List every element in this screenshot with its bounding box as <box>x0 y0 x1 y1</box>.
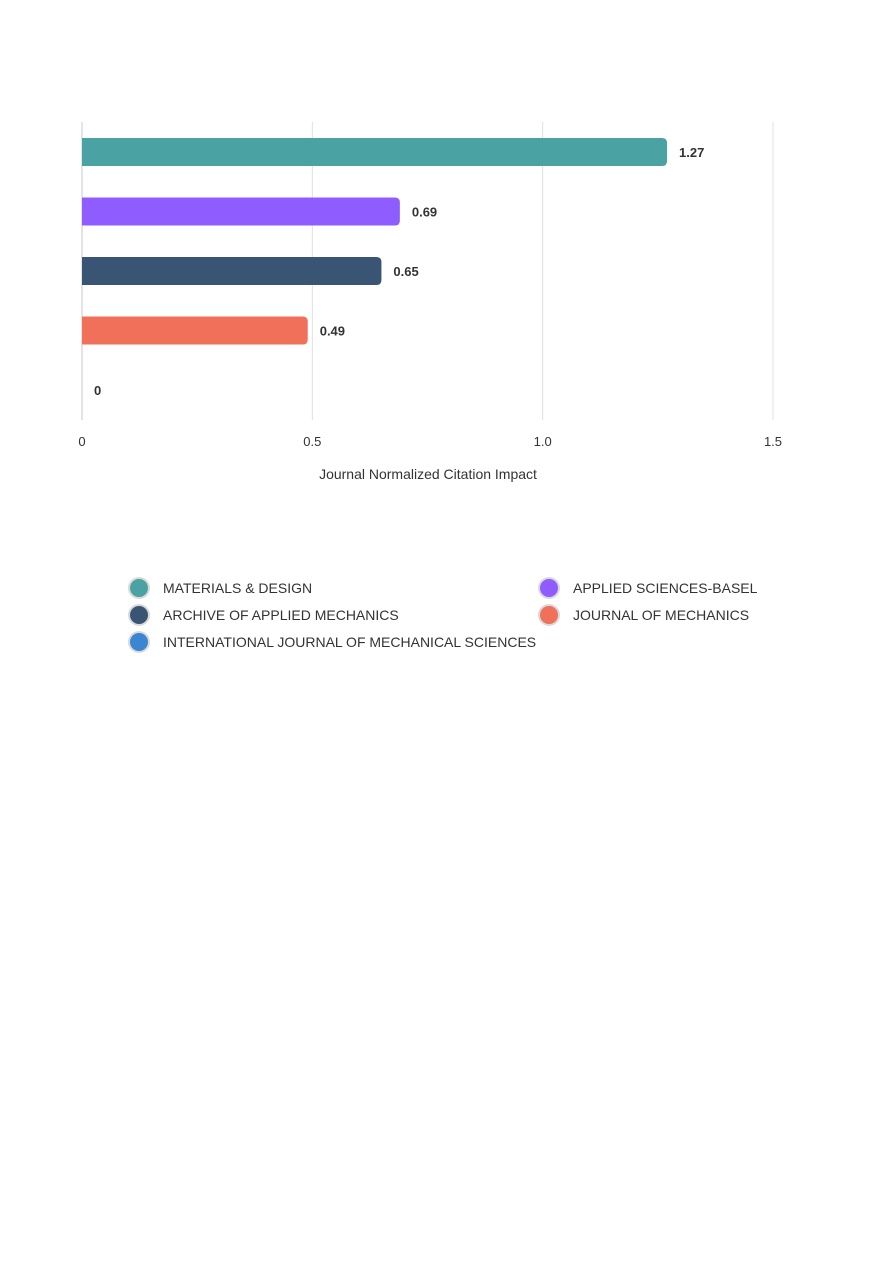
bar-value-label: 0.65 <box>393 264 418 279</box>
legend-label: INTERNATIONAL JOURNAL OF MECHANICAL SCIE… <box>163 634 537 650</box>
legend-swatch <box>540 606 558 624</box>
bar-value-label: 0 <box>94 383 101 398</box>
legend-item[interactable]: APPLIED SCIENCES-BASEL <box>540 577 757 599</box>
bar-value-label: 1.27 <box>679 145 704 160</box>
x-axis-title: Journal Normalized Citation Impact <box>319 466 537 482</box>
bar[interactable] <box>82 316 308 345</box>
legend-swatch <box>130 633 148 651</box>
legend-swatch <box>130 579 148 597</box>
bars <box>82 138 668 345</box>
legend-label: ARCHIVE OF APPLIED MECHANICS <box>163 607 399 623</box>
legend-item[interactable]: JOURNAL OF MECHANICS <box>540 604 749 626</box>
legend-swatch <box>540 579 558 597</box>
bar[interactable] <box>82 197 400 226</box>
legend-label: MATERIALS & DESIGN <box>163 580 313 596</box>
bar-chart: 1.27 0.69 0.65 0.49 0 0 0.5 1.0 1.5 Journal Nor… <box>78 122 782 482</box>
x-tick-label: 1.0 <box>534 434 552 449</box>
x-tick-label: 0 <box>78 434 85 449</box>
x-axis-ticks: 0 0.5 1.0 1.5 <box>78 434 782 449</box>
legend-label: APPLIED SCIENCES-BASEL <box>573 580 758 596</box>
bar-value-label: 0.69 <box>412 205 437 220</box>
legend-label: JOURNAL OF MECHANICS <box>573 607 750 623</box>
legend-swatch <box>130 606 148 624</box>
legend-item[interactable]: INTERNATIONAL JOURNAL OF MECHANICAL SCIE… <box>130 631 536 653</box>
value-labels: 1.27 0.69 0.65 0.49 0 <box>94 145 704 398</box>
x-tick-label: 1.5 <box>764 434 782 449</box>
legend-item[interactable]: MATERIALS & DESIGN <box>130 577 312 599</box>
bar[interactable] <box>82 138 668 166</box>
bar-value-label: 0.49 <box>320 324 345 339</box>
x-tick-label: 0.5 <box>303 434 321 449</box>
bar[interactable] <box>82 257 382 285</box>
legend-item[interactable]: ARCHIVE OF APPLIED MECHANICS <box>130 604 399 626</box>
